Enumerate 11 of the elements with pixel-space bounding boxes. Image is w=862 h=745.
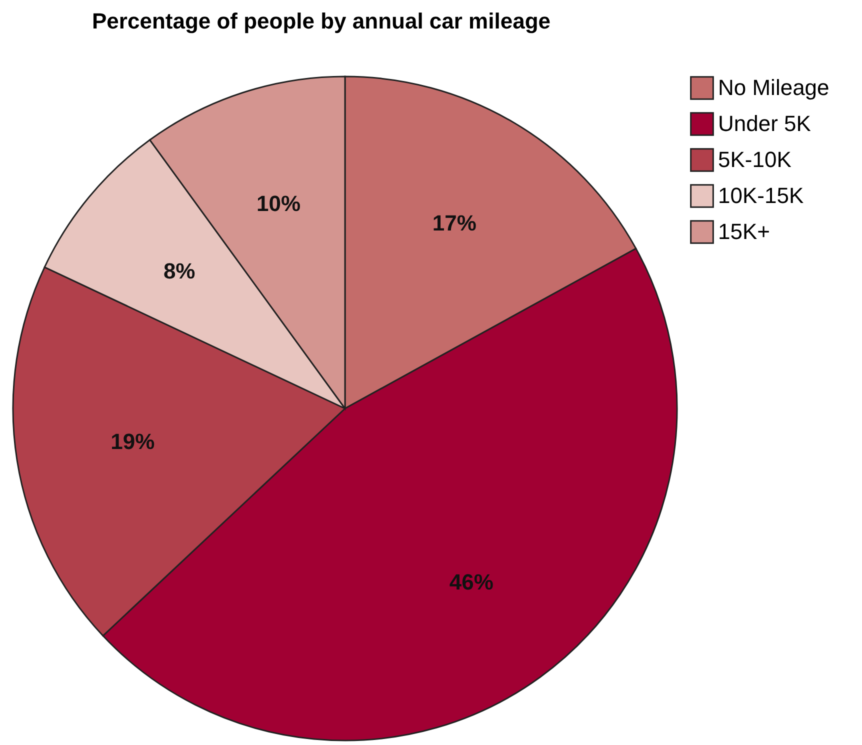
legend-label: Under 5K xyxy=(718,111,812,136)
legend-label: No Mileage xyxy=(718,75,830,100)
data-label: 19% xyxy=(110,429,155,454)
data-label: 17% xyxy=(432,210,476,236)
legend-label: 10K-15K xyxy=(718,183,804,208)
legend-label: 15K+ xyxy=(718,219,770,244)
legend-label: 5K-10K xyxy=(718,147,792,172)
data-label: 10% xyxy=(256,191,301,216)
data-label: 8% xyxy=(163,258,196,284)
chart-title: Percentage of people by annual car mileage xyxy=(92,8,550,34)
data-label: 46% xyxy=(449,569,494,594)
